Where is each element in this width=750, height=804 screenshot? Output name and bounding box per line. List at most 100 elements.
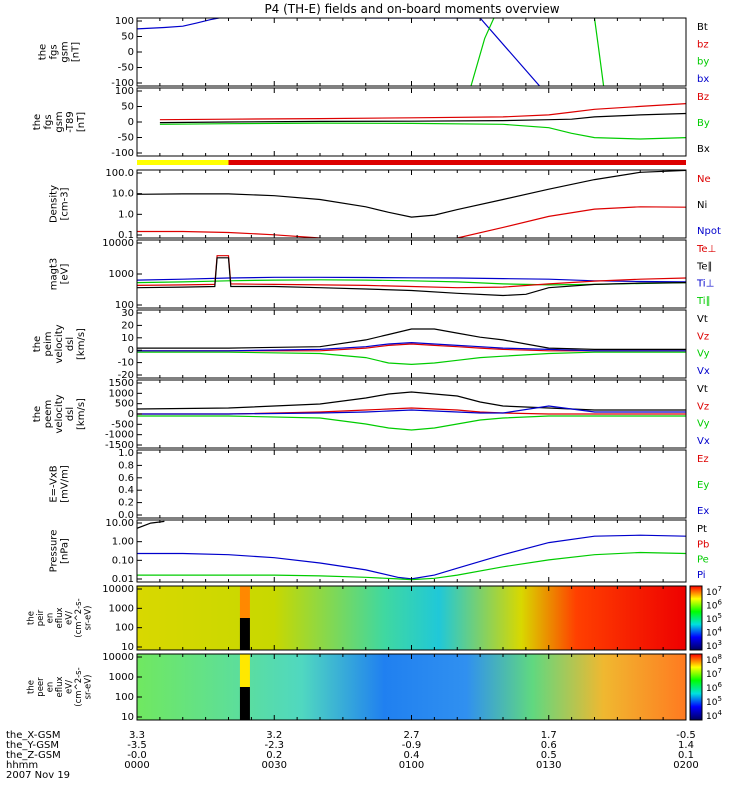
y-axis-label: fgs [43, 114, 54, 129]
axis-row-value: 3.3 [129, 730, 145, 741]
y-tick-label: 0 [128, 409, 134, 420]
axis-row-value: 1.4 [678, 740, 694, 751]
series-line-pi [137, 534, 686, 580]
y-tick-label: 50 [121, 32, 134, 43]
series-line-by [593, 18, 605, 86]
legend-label: bx [697, 74, 709, 85]
y-axis-label: [nPa] [60, 538, 71, 564]
panel-7: 1.00.8 0.60.4 0.20.0 E=-VxB [mV/m] Ez Ey Ex [49, 448, 710, 521]
y-tick-label: 0.10 [112, 555, 134, 566]
colorbar-tick-label: 105 [706, 695, 722, 708]
y-tick-label: -1500 [105, 440, 134, 451]
axis-row-value: 0.4 [404, 750, 420, 761]
y-tick-label: -100 [111, 78, 134, 89]
panel-frame-7 [136, 449, 687, 519]
axis-row-value: -3.5 [127, 740, 147, 751]
y-axis-label: eflux [55, 676, 65, 697]
legend-label: Ti∥ [696, 296, 711, 307]
legend-label: Bz [697, 92, 709, 103]
y-axis-label: E=-VxB [49, 465, 60, 502]
panel-4: 10000 1000 100 magt3 [eV] Te⊥ Te∥ Ti⊥ Ti∥ [49, 238, 717, 311]
y-tick-label: 0.1 [118, 230, 134, 241]
axis-row-value: 0030 [262, 760, 287, 771]
y-tick-label: -100 [111, 148, 134, 159]
legend-label: Ez [697, 454, 709, 465]
legend-label: Te⊥ [696, 244, 716, 255]
series-line-vz [137, 407, 686, 415]
panel-8: 10.00 1.00 0.10 0.01 Pressure [nPa] Pt Pb Pe Pi [49, 518, 710, 585]
y-axis-label: (cm^2-s- [74, 598, 84, 637]
axis-row-label: hhmm [6, 760, 38, 771]
y-axis-label: velocity [54, 394, 65, 433]
panel-1: 100 50 0 -50 -100 the fgs gsm [nT] Bt bz by bx [38, 16, 710, 89]
y-axis-label: eV/ [65, 611, 75, 625]
y-tick-label: 1.0 [118, 448, 134, 459]
series-line-vt [137, 391, 686, 411]
panel-3: 100.0 10.0 1.0 0.1 Density [cm-3] Ne Ni Npot [49, 168, 721, 241]
legend-label: Ni [697, 200, 707, 211]
colorbar-tick-label: 103 [706, 639, 722, 652]
series-line-vx [137, 341, 686, 352]
y-tick-label: 0 [128, 117, 134, 128]
axis-row-label: the_Y-GSM [6, 740, 59, 751]
y-axis-label: the [32, 114, 43, 130]
y-tick-label: 0.01 [112, 574, 134, 585]
series-line-ni [137, 170, 686, 218]
axis-row-label: the_X-GSM [6, 730, 60, 741]
axis-row-value: 1.7 [541, 730, 557, 741]
y-axis-label: peir [36, 609, 46, 626]
axis-row-value: 0.6 [541, 740, 557, 751]
y-tick-label: 0 [128, 47, 134, 58]
y-axis-label: Pressure [49, 530, 60, 573]
plot-area-4 [137, 255, 686, 297]
plot-area-5 [137, 328, 686, 366]
axis-row-value: 0100 [399, 760, 424, 771]
plot-area-8 [137, 520, 686, 581]
y-tick-label: 1500 [109, 378, 134, 389]
axis-row-value: 0200 [673, 760, 698, 771]
axis-row-value: -2.3 [264, 740, 284, 751]
series-line-te⊥ [137, 255, 686, 289]
y-axis-label: (cm^2-s- [74, 667, 84, 706]
legend-label: Te∥ [696, 261, 713, 272]
y-tick-label: 10 [121, 333, 134, 344]
y-tick-label: 100 [115, 300, 134, 311]
data-gap-block [239, 687, 250, 720]
y-tick-label: 500 [115, 399, 134, 410]
series-line-pe [137, 551, 686, 581]
date-label: 2007 Nov 19 [6, 770, 70, 781]
legend-label: Ne [697, 174, 711, 185]
y-tick-label: 0.2 [118, 498, 134, 509]
axis-row-value: 0130 [536, 760, 561, 771]
y-tick-label: -500 [111, 419, 134, 430]
y-tick-label: 0.8 [118, 460, 134, 471]
axis-row-value: 3.2 [266, 730, 282, 741]
y-tick-label: 100 [115, 16, 134, 27]
y-axis-label: dsl [65, 337, 76, 351]
y-tick-label: 0.4 [118, 485, 134, 496]
y-tick-label: 100 [115, 86, 134, 97]
colorbar-tick-label: 108 [706, 653, 722, 666]
y-axis-label: [mV/m] [60, 465, 71, 503]
colorbar-tick-label: 106 [706, 681, 722, 694]
y-tick-label: 1000 [109, 603, 134, 614]
y-axis-label: the [27, 680, 37, 694]
y-axis-label: fgs [49, 44, 60, 59]
y-tick-label: 10 [121, 642, 134, 653]
plot-area-2 [159, 103, 686, 140]
axis-row-value: 0000 [124, 760, 149, 771]
series-line-vx [137, 405, 686, 415]
y-tick-label: 100.0 [105, 168, 134, 179]
axis-row-value: 0.5 [541, 750, 557, 761]
y-tick-label: 10000 [102, 238, 134, 249]
plot-area-6 [137, 391, 686, 431]
legend-label: Vt [697, 314, 708, 325]
y-tick-label: 50 [121, 102, 134, 113]
y-axis-label: gsm [60, 41, 71, 62]
series-line-bz [159, 103, 686, 121]
legend-label: By [697, 118, 710, 129]
y-axis-label: gsm [54, 111, 65, 132]
y-tick-label: 30 [121, 308, 134, 319]
